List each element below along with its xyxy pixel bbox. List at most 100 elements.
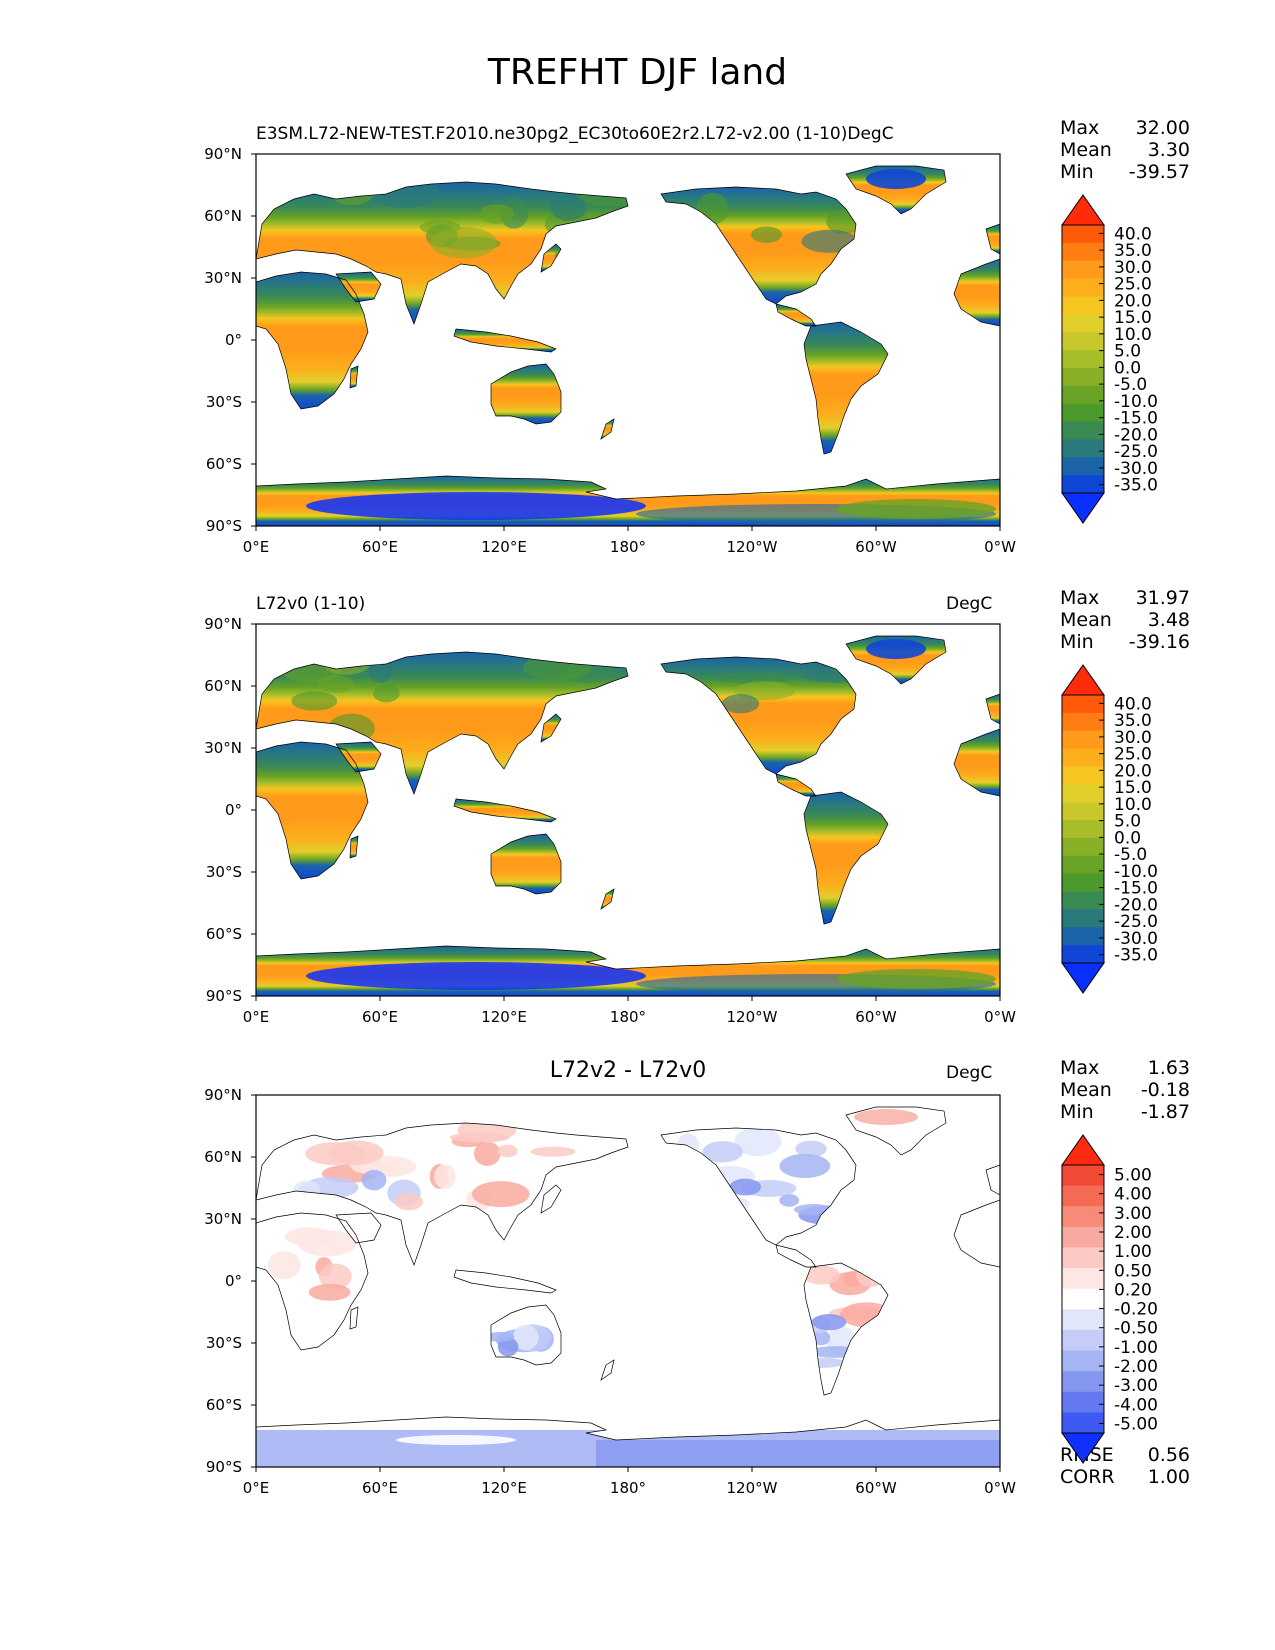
colorbar-segment (1062, 1329, 1104, 1352)
colorbar-tick-label: -20.0 (1114, 425, 1158, 445)
stat-max: Max 1.63 (1060, 1057, 1190, 1079)
colorbar-tick-label: 0.20 (1114, 1280, 1152, 1300)
colorbar-segment (1062, 1185, 1104, 1207)
colorbar-tick-label: 0.0 (1114, 828, 1141, 848)
colorbar-segment (1062, 296, 1104, 315)
panel-2-left-title: L72v0 (1-10) (256, 594, 366, 614)
colorbar-segment (1062, 332, 1104, 351)
colorbar-tick-label: -15.0 (1114, 409, 1158, 429)
land-fill (256, 166, 1000, 526)
colorbar-tick-label: 35.0 (1114, 711, 1152, 731)
lon-tick-label: 0°E (243, 1008, 270, 1026)
lat-tick-label: 60°S (206, 1396, 242, 1414)
colorbar-segment (1062, 242, 1104, 262)
colorbar-tick-label: 20.0 (1114, 291, 1152, 311)
colorbar-top-extension (1061, 1134, 1105, 1166)
lon-tick-label: 60°E (362, 538, 398, 556)
colorbar-tick-label: 30.0 (1114, 258, 1152, 278)
lon-tick-label: 0°E (243, 538, 270, 556)
panel-1-right-title: E3SM.L72-NEW-TEST.F2010.ne30pg2_EC30to60… (256, 124, 894, 144)
colorbar-segment (1062, 260, 1104, 280)
colorbar-tick-label: 10.0 (1114, 325, 1152, 345)
lon-tick-label: 120°W (727, 538, 778, 556)
lat-tick-label: 30°N (204, 1210, 242, 1228)
panel-3-center-title: L72v2 - L72v0 (549, 1058, 707, 1083)
lon-tick-label: 180° (610, 1479, 646, 1497)
colorbar-top-extension (1061, 194, 1105, 226)
colorbar-2: 40.035.030.025.020.015.010.05.00.0-5.0-1… (1061, 664, 1158, 994)
stat-mean: Mean -0.18 (1060, 1079, 1190, 1101)
colorbar-segment (1062, 873, 1104, 893)
colorbar-segment (1062, 1391, 1104, 1413)
lat-tick-label: 90°S (206, 1458, 242, 1476)
lon-tick-label: 0°W (984, 1479, 1016, 1497)
land-texture (306, 169, 996, 524)
colorbar-tick-label: -10.0 (1114, 392, 1158, 412)
lon-tick-label: 60°E (362, 1008, 398, 1026)
colorbar-segment (1062, 784, 1104, 803)
stat-min: Min -39.57 (1060, 161, 1190, 183)
land-fill (256, 1107, 1000, 1467)
lat-tick-label: 30°S (206, 1334, 242, 1352)
lon-tick-label: 0°E (243, 1479, 270, 1497)
lon-tick-label: 120°E (481, 1008, 527, 1026)
colorbar-tick-label: 3.00 (1114, 1204, 1152, 1224)
colorbar-tick-label: -10.0 (1114, 862, 1158, 882)
colorbar-tick-label: -0.20 (1114, 1300, 1158, 1320)
colorbar-tick-label: -4.00 (1114, 1395, 1158, 1415)
lat-tick-label: 90°N (204, 1086, 242, 1104)
colorbar-top-extension (1061, 664, 1105, 696)
stat-mean: Mean 3.30 (1060, 139, 1190, 161)
colorbar-segment (1062, 927, 1104, 946)
lon-tick-label: 60°W (855, 1479, 897, 1497)
map-panel-3: 90°N 60°N 30°N 0° 30°S 60°S 90°S0°E 60°E 120°E 18… (204, 1086, 1016, 1497)
land-fill (256, 636, 1000, 996)
stat-min: Min -1.87 (1060, 1101, 1190, 1123)
colorbar-segment (1062, 1226, 1104, 1248)
colorbar-segment (1062, 820, 1104, 839)
colorbar-segment (1062, 314, 1104, 333)
colorbar-segment (1062, 748, 1104, 767)
figure-title: TREFHT DJF land (487, 52, 788, 93)
colorbar-tick-label: -25.0 (1114, 442, 1158, 462)
colorbar-tick-label: -30.0 (1114, 459, 1158, 479)
colorbar-segment (1062, 730, 1104, 750)
lat-tick-label: 0° (225, 331, 242, 349)
colorbar-tick-label: -35.0 (1114, 946, 1158, 966)
colorbar-tick-label: 5.0 (1114, 812, 1141, 832)
colorbar-tick-label: 35.0 (1114, 241, 1152, 261)
colorbar-tick-label: 0.0 (1114, 358, 1141, 378)
lon-tick-label: 120°E (481, 538, 527, 556)
colorbar-segment (1062, 837, 1104, 857)
colorbar-segment (1062, 421, 1104, 440)
colorbar-tick-label: -5.0 (1114, 375, 1147, 395)
colorbar-segment (1062, 457, 1104, 476)
lon-tick-label: 120°E (481, 1479, 527, 1497)
lat-tick-label: 90°N (204, 145, 242, 163)
lat-tick-label: 30°S (206, 863, 242, 881)
colorbar-segment (1062, 909, 1104, 928)
colorbar-segment (1062, 1371, 1104, 1393)
lat-tick-label: 60°N (204, 677, 242, 695)
colorbar-tick-label: 10.0 (1114, 795, 1152, 815)
colorbar-segment (1062, 1412, 1104, 1434)
colorbar-segment (1062, 350, 1104, 369)
colorbar-segment (1062, 1309, 1104, 1331)
lat-tick-label: 30°N (204, 739, 242, 757)
colorbar-segment (1062, 367, 1104, 387)
colorbar-segment (1062, 403, 1104, 423)
colorbar-tick-label: -2.00 (1114, 1357, 1158, 1377)
colorbar-bottom-extension (1061, 1432, 1105, 1464)
colorbar-segment (1062, 1206, 1104, 1228)
colorbar-segment (1062, 802, 1104, 821)
panel-1-stats: Max 32.00 Mean 3.30 Min -39.57 (1060, 117, 1190, 183)
lon-tick-label: 120°W (727, 1008, 778, 1026)
colorbar-tick-label: 20.0 (1114, 761, 1152, 781)
colorbar-tick-label: -5.00 (1114, 1414, 1158, 1434)
lon-tick-label: 0°W (984, 538, 1016, 556)
lon-tick-label: 60°W (855, 538, 897, 556)
colorbar-segment (1062, 475, 1104, 494)
colorbar-tick-label: 25.0 (1114, 275, 1152, 295)
colorbar-tick-label: -25.0 (1114, 912, 1158, 932)
stat-min: Min -39.16 (1060, 631, 1190, 653)
